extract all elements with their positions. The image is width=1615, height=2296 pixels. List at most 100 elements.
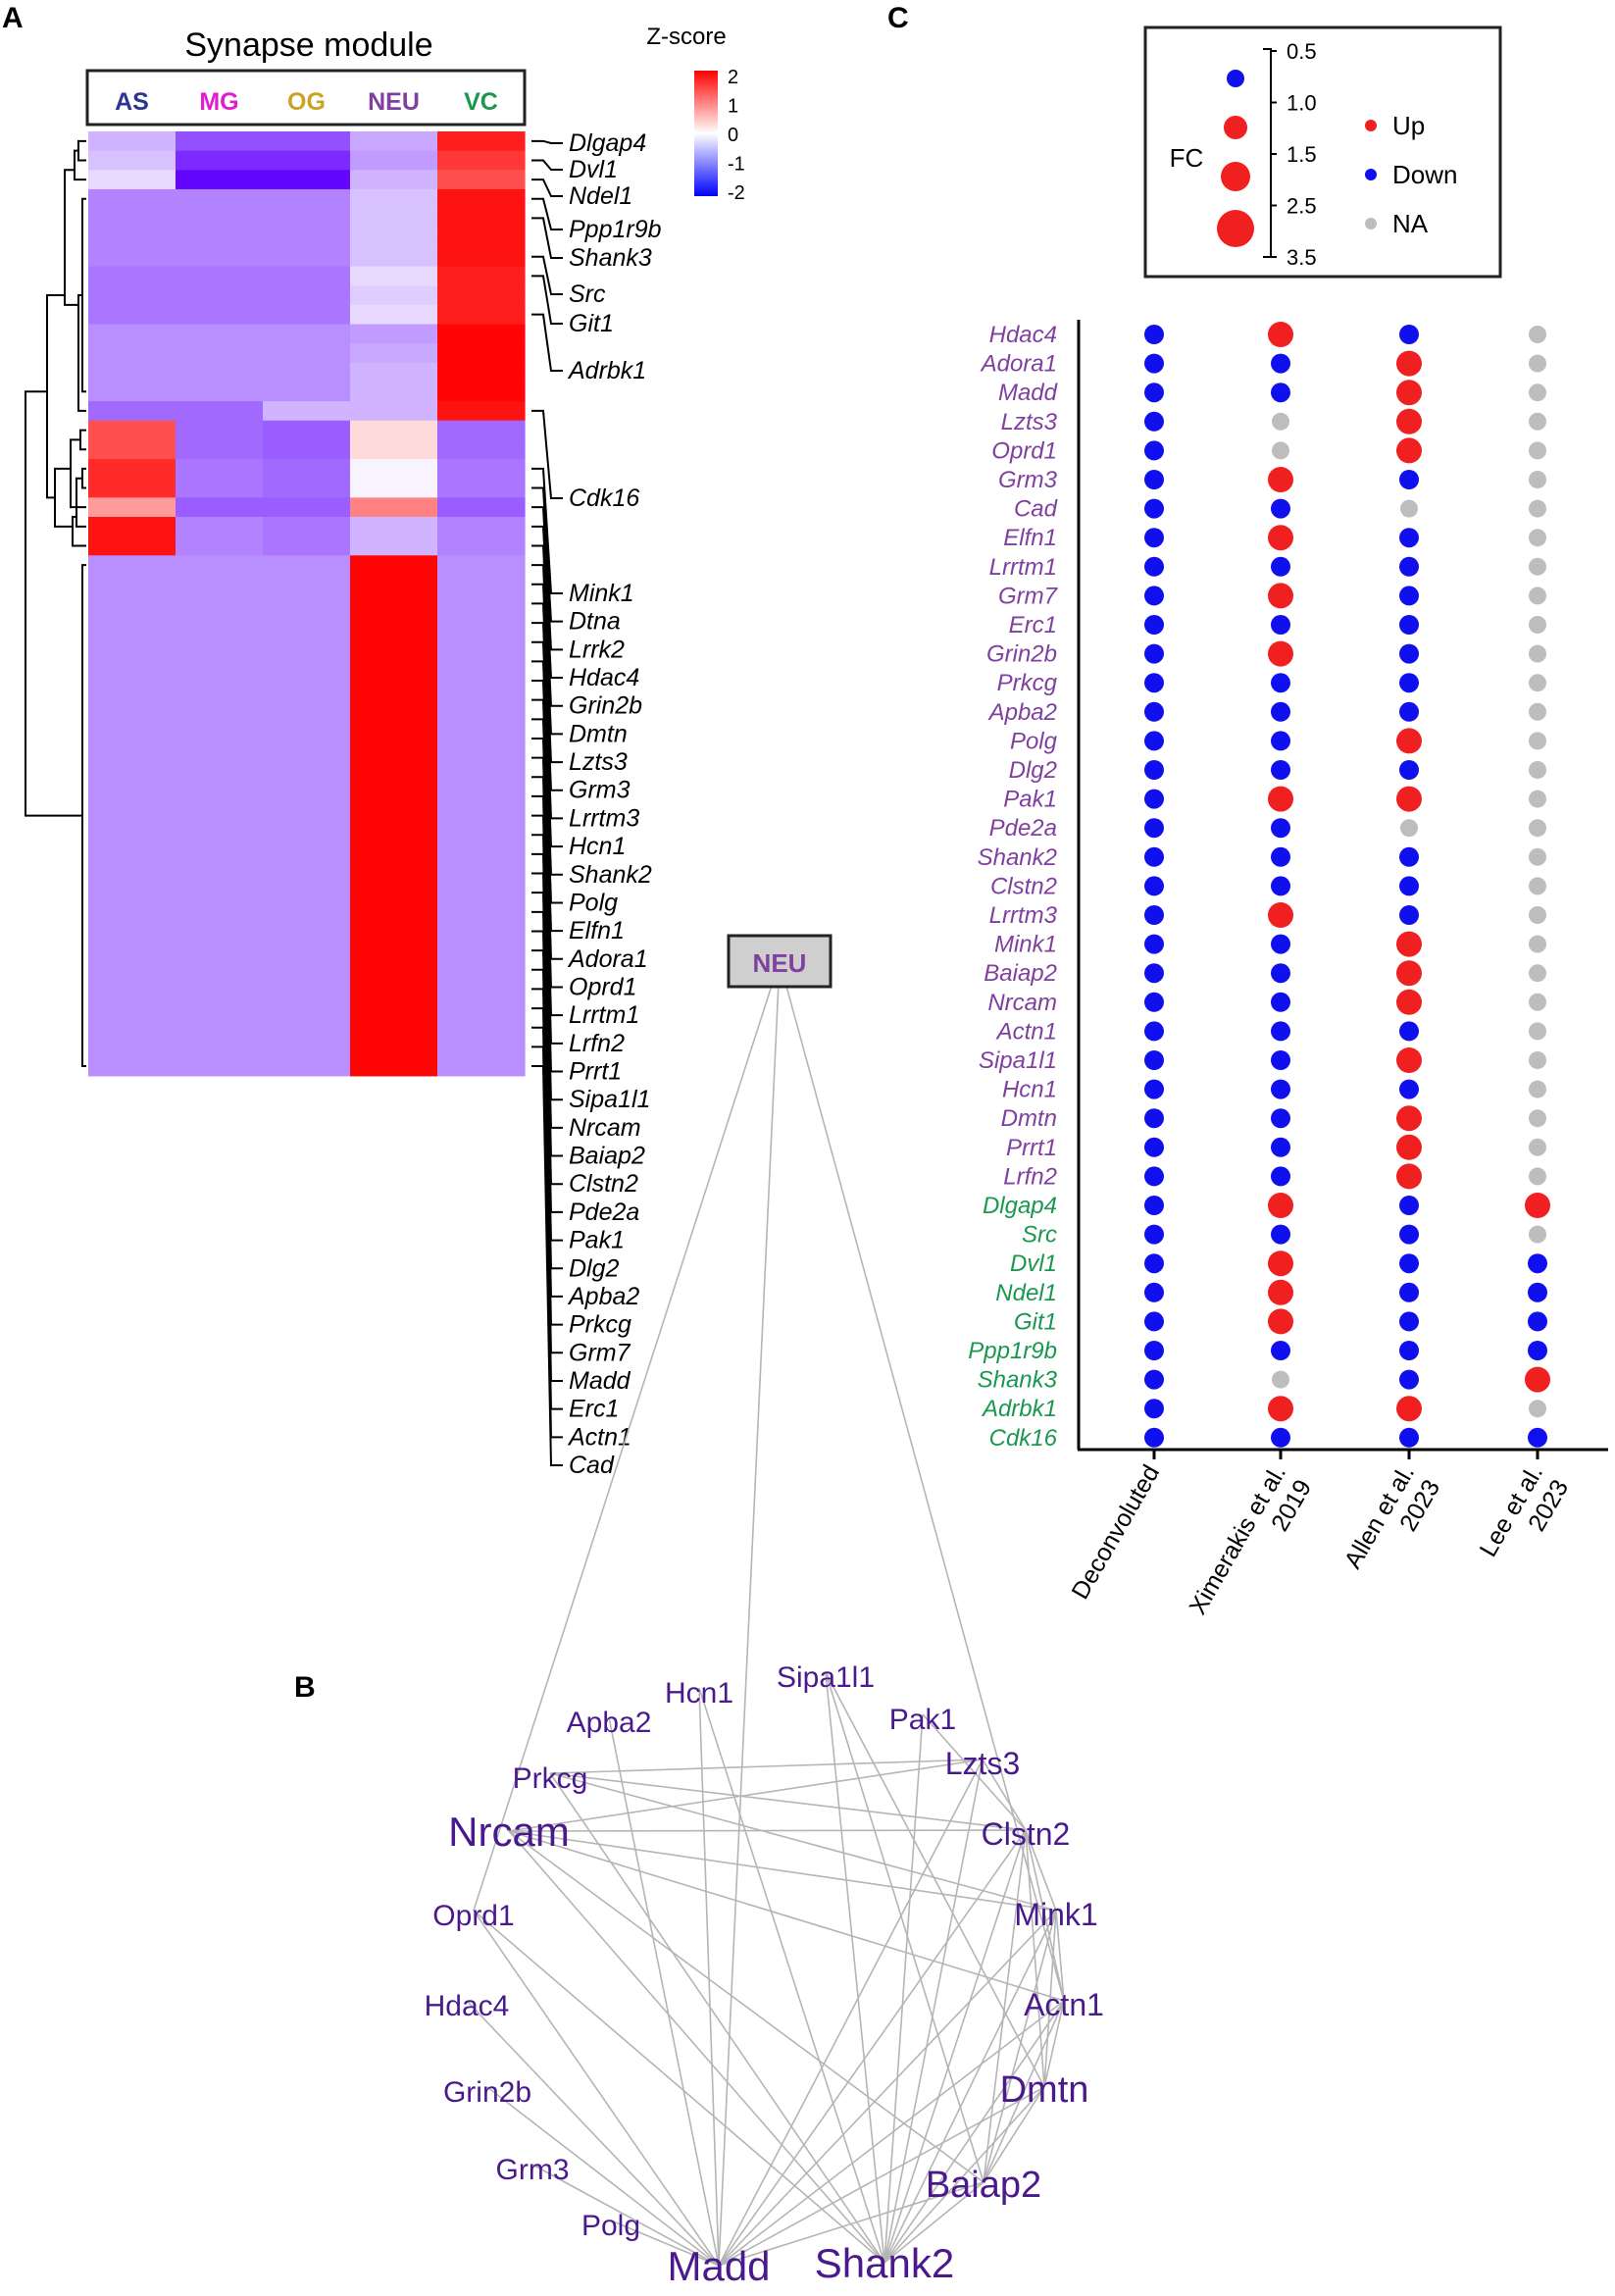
dendrogram-branch (64, 169, 78, 306)
dotplot-gene-label: Prkcg (997, 670, 1058, 696)
heatmap-cell (176, 150, 264, 171)
heatmap-cell (176, 863, 264, 884)
dotplot-dot (1529, 1022, 1546, 1041)
dotplot-dot (1271, 1427, 1290, 1448)
dotplot-gene-label: Grm3 (998, 467, 1058, 493)
heatmap-cell (350, 170, 438, 190)
network-edge (473, 960, 781, 1912)
row-label: Lzts3 (569, 748, 628, 776)
dotplot-dot (1399, 556, 1419, 577)
dotplot-gene-label: Adrbk1 (981, 1396, 1057, 1422)
network-panel: NEU Hcn1 Sipa1l1 Pak1 Lzts3 Clstn2 Mink1 Actn1… (425, 934, 1104, 2289)
network-edge (549, 1772, 1057, 1912)
network-node-grm3: Grm3 (496, 2154, 570, 2186)
dotplot-dot (1529, 616, 1546, 634)
heatmap-cell (263, 459, 351, 480)
dotplot-dot (1396, 931, 1422, 957)
panel-letter-b: B (294, 1671, 316, 1704)
heatmap-cell (437, 324, 526, 344)
heatmap-cell (176, 266, 264, 286)
network-node-hdac4: Hdac4 (425, 1990, 510, 2022)
heatmap-cell (350, 246, 438, 268)
heatmap-cell (88, 787, 177, 807)
row-label-leader (531, 506, 563, 651)
dotplot-dot (1144, 992, 1164, 1012)
heatmap-cell (350, 959, 438, 981)
dendrogram-branch (77, 139, 86, 162)
heatmap-cell (176, 632, 264, 653)
colorbar-tick-label: -1 (728, 154, 745, 176)
dotplot-dot (1399, 1196, 1419, 1215)
dotplot-dot (1271, 992, 1290, 1012)
network-edge (508, 1759, 984, 1832)
network-edge (508, 1830, 885, 2264)
network-node-nrcam: Nrcam (448, 1809, 570, 1855)
row-label: Nrcam (569, 1114, 641, 1142)
heatmap-cell (350, 593, 438, 614)
network-node-shank2: Shank2 (815, 2240, 954, 2286)
heatmap-cell (263, 902, 351, 923)
dotplot-dot (1396, 350, 1422, 377)
heatmap-cell (263, 439, 351, 460)
row-label: Cad (569, 1452, 615, 1479)
dotplot-dot (1399, 1079, 1419, 1099)
dotplot-dot (1399, 615, 1419, 635)
dotplot-dot (1399, 325, 1419, 344)
heatmap-cell (88, 689, 177, 711)
dotplot-x-label: Deconvoluted (1067, 1460, 1166, 1604)
heatmap-cell (350, 228, 438, 248)
dotplot-dot (1271, 1137, 1290, 1157)
network-edge (466, 2000, 720, 2267)
dotplot-dot (1268, 1396, 1293, 1422)
dotplot-dot (1529, 441, 1546, 460)
dotplot-dot (1268, 640, 1293, 667)
dotplot-dot (1144, 383, 1164, 403)
dotplot-gene-label: Shank3 (978, 1367, 1058, 1394)
dotplot-gene-label: Git1 (1014, 1308, 1057, 1335)
dotplot-gene-label: Elfn1 (1003, 525, 1057, 551)
heatmap-cell (263, 651, 351, 672)
dotplot-gene-label: Hdac4 (989, 322, 1057, 348)
heatmap-cell (88, 555, 177, 576)
heatmap-cell (88, 170, 177, 190)
dotplot-dot (1528, 1282, 1547, 1302)
dotplot-dot (1400, 819, 1418, 838)
dotplot-dot (1144, 528, 1164, 548)
fc-scale-label: 2.5 (1287, 194, 1317, 219)
heatmap-cell (176, 787, 264, 807)
network-node-oprd1: Oprd1 (432, 1900, 514, 1932)
heatmap-cell (88, 478, 177, 498)
heatmap-cell (176, 304, 264, 326)
row-label: Adora1 (567, 945, 648, 973)
dotplot-dot (1144, 934, 1164, 954)
heatmap-cell (437, 998, 526, 1019)
dotplot-dot (1399, 1311, 1419, 1332)
row-label: Erc1 (569, 1396, 619, 1423)
row-label-leader (531, 525, 563, 680)
dotplot-gene-label: Dmtn (1001, 1105, 1057, 1132)
heatmap-panel: Synapse module AS MG OG NEU VC Dlgap4Dvl1Nde… (25, 24, 745, 1479)
row-label: Pde2a (569, 1199, 639, 1226)
heatmap-cell (263, 1037, 351, 1057)
network-edge (698, 1687, 720, 2267)
fc-scale-bracket (1263, 48, 1272, 258)
dotplot-dot (1271, 963, 1290, 984)
dotplot-dot (1272, 412, 1289, 431)
dotplot-dot (1144, 963, 1164, 984)
heatmap-cell (437, 420, 526, 440)
heatmap-cell (263, 941, 351, 961)
dotplot-dot (1268, 1308, 1293, 1335)
dotplot-dot (1144, 760, 1164, 780)
heatmap-cell (350, 1037, 438, 1057)
heatmap-title: Synapse module (184, 26, 432, 64)
heatmap-cell (263, 228, 351, 248)
dendrogram-branch (46, 294, 65, 499)
dendrogram-branch (76, 477, 86, 528)
legend-box (1143, 26, 1502, 279)
heatmap-cell (176, 613, 264, 634)
network-edge (718, 1829, 1027, 2267)
dotplot-dot (1529, 877, 1546, 895)
heatmap-cell (350, 863, 438, 884)
fc-scale-label: 1.0 (1287, 91, 1317, 116)
dotplot-dot (1525, 1366, 1550, 1393)
